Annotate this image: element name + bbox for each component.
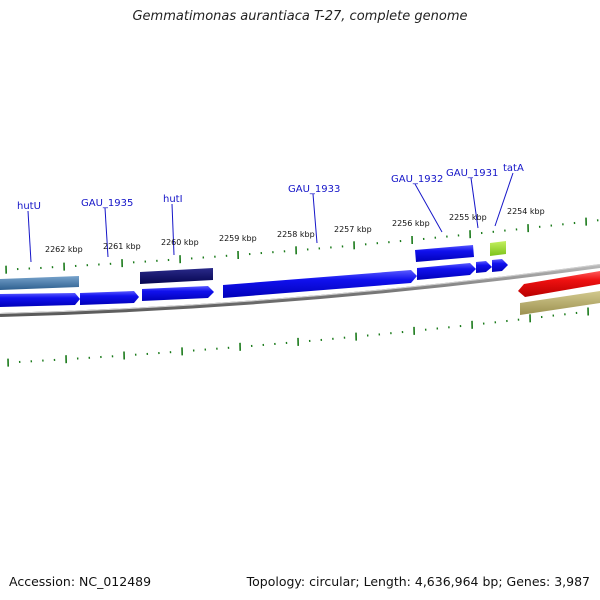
label-leader-lines [27,172,514,263]
outer-tick-ruler [5,217,599,274]
gene-label-gau-1932[interactable]: GAU_1932 [391,174,443,185]
map-title: Gemmatimonas aurantiaca T-27, complete g… [132,9,468,24]
topology-summary: Topology: circular; Length: 4,636,964 bp… [246,574,590,589]
scale-labels: 2262 kbp 2261 kbp 2260 kbp 2259 kbp 2258… [45,207,545,254]
leader-gau-1933 [312,193,318,244]
gene-hutI[interactable] [140,268,213,284]
gene-labels: hutU GAU_1935 hutI GAU_1933 GAU_1932 GAU… [17,163,524,212]
gene-arrow-gau-1931[interactable] [476,261,492,273]
scale-label-2259: 2259 kbp [219,234,257,243]
scale-label-2255: 2255 kbp [449,213,487,222]
leader-gau-1931 [470,177,479,229]
gene-gau-1932[interactable] [415,245,474,262]
gene-label-gau-1933[interactable]: GAU_1933 [288,184,340,195]
gene-reverse-lower[interactable] [520,291,600,315]
gene-arrow-hutI[interactable] [142,286,214,301]
outer-gene-row [0,241,506,290]
leader-gau-1935 [104,207,109,258]
leader-tatA [494,172,514,227]
forward-gene-row [0,259,600,307]
scale-label-2257: 2257 kbp [334,225,372,234]
gene-arrow-gau-1935[interactable] [80,291,139,305]
gene-hutU[interactable] [0,276,79,290]
gene-arrow-tatA[interactable] [492,259,508,272]
scale-label-2256: 2256 kbp [392,219,430,228]
leader-hutI [171,203,175,256]
gene-label-hutI[interactable]: hutI [163,194,183,205]
gene-tatA[interactable] [490,241,506,256]
scale-label-2254: 2254 kbp [507,207,545,216]
gene-arrow-reverse[interactable] [518,271,600,297]
accession-text: Accession: NC_012489 [9,574,152,589]
inner-tick-ruler [7,307,589,367]
scale-label-2260: 2260 kbp [161,238,199,247]
genome-backbone-highlight [0,264,600,314]
gene-label-hutU[interactable]: hutU [17,201,41,212]
gene-arrow-gau-1932[interactable] [417,263,476,280]
gene-label-tatA[interactable]: tatA [503,163,524,174]
leader-gau-1932 [414,183,443,233]
gene-arrow-hutU[interactable] [0,293,80,307]
gene-label-gau-1931[interactable]: GAU_1931 [446,168,498,179]
scale-label-2262: 2262 kbp [45,245,83,254]
scale-label-2261: 2261 kbp [103,242,141,251]
genome-backbone [0,264,600,317]
leader-hutU [27,210,32,263]
gene-label-gau-1935[interactable]: GAU_1935 [81,198,133,209]
gene-arrow-gau-1933[interactable] [223,270,417,298]
scale-label-2258: 2258 kbp [277,230,315,239]
